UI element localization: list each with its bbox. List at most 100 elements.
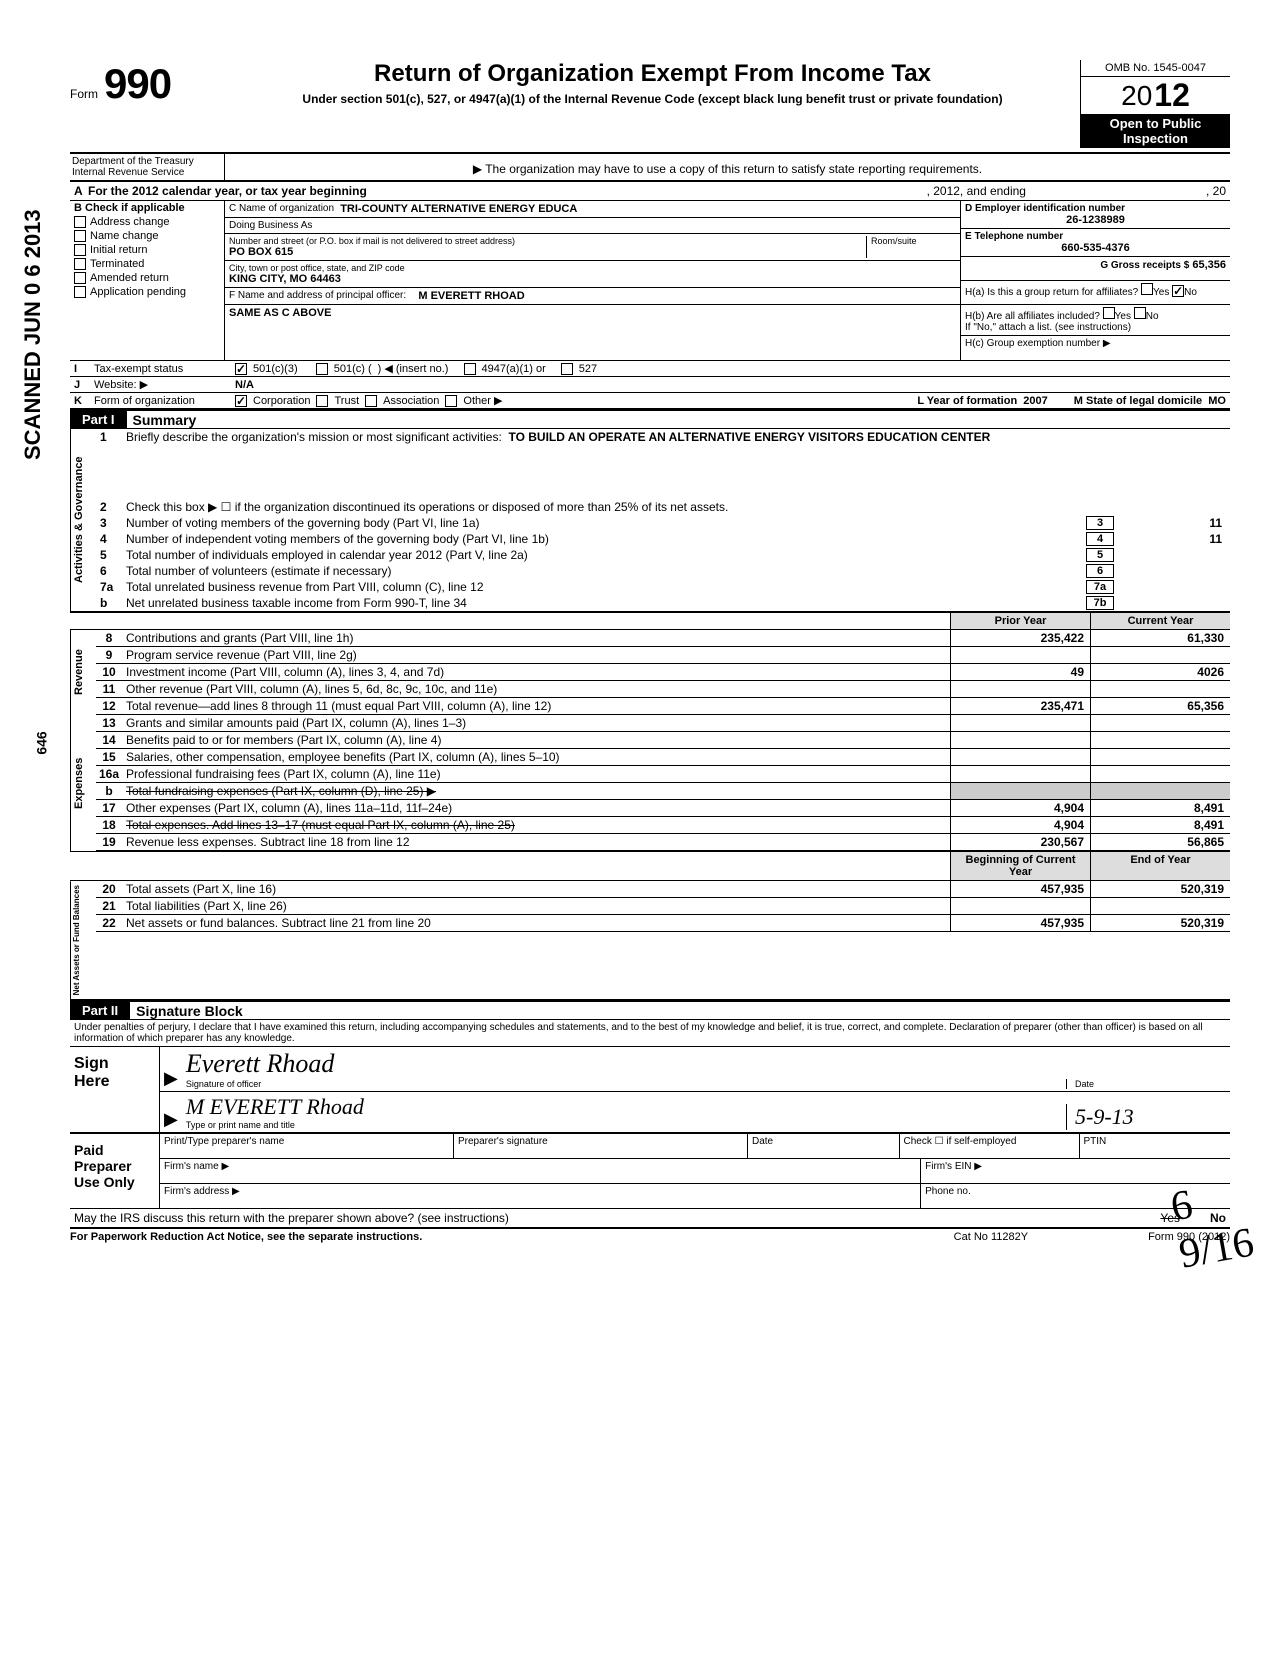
line-a-text: For the 2012 calendar year, or tax year … <box>88 184 367 198</box>
dba-label: Doing Business As <box>225 218 960 234</box>
prior-year-val: 457,935 <box>950 881 1090 897</box>
prior-year-header: Prior Year <box>950 613 1090 629</box>
checkbox-initial-return[interactable] <box>74 244 86 256</box>
opt-app-pending: Application pending <box>90 286 186 298</box>
current-year-val: 4026 <box>1090 664 1230 680</box>
ha-no: No <box>1184 287 1197 298</box>
reporting-notice: ▶ The organization may have to use a cop… <box>225 154 1230 180</box>
ha-label: H(a) Is this a group return for affiliat… <box>965 287 1138 298</box>
line-1-num: 1 <box>100 430 126 444</box>
527-checkbox[interactable] <box>561 363 573 375</box>
row-text: Revenue less expenses. Subtract line 18 … <box>122 834 950 850</box>
open-public-1: Open to Public <box>1085 116 1226 131</box>
row-num: 11 <box>96 681 122 697</box>
prior-year-val: 235,422 <box>950 630 1090 646</box>
other-checkbox[interactable] <box>445 395 457 407</box>
form-number: Form 990 <box>70 60 225 108</box>
line-a: A For the 2012 calendar year, or tax yea… <box>70 182 1230 201</box>
boy-header: Beginning of Current Year <box>950 852 1090 880</box>
open-public: Open to Public Inspection <box>1081 114 1230 148</box>
row-text: Total liabilities (Part X, line 26) <box>122 898 950 914</box>
row-num: 21 <box>96 898 122 914</box>
prep-name-header: Print/Type preparer's name <box>160 1134 454 1158</box>
row-text: Net assets or fund balances. Subtract li… <box>122 915 950 931</box>
line-a-end: , 20 <box>1206 184 1226 198</box>
prior-year-val: 457,935 <box>950 915 1090 931</box>
l4-val: 11 <box>1116 532 1226 546</box>
trust-checkbox[interactable] <box>316 395 328 407</box>
ha-yes: Yes <box>1153 287 1169 298</box>
line-1-text: Briefly describe the organization's miss… <box>126 430 502 444</box>
l7b-box: 7b <box>1086 596 1114 610</box>
l3-val: 11 <box>1116 516 1226 530</box>
ha-yes-checkbox[interactable] <box>1141 283 1153 295</box>
gross-label: G Gross receipts $ <box>1100 260 1189 271</box>
opt-address-change: Address change <box>90 216 170 228</box>
open-public-2: Inspection <box>1085 131 1226 146</box>
line-a-label: A <box>74 184 88 198</box>
eoy-header: End of Year <box>1090 852 1230 880</box>
current-year-val <box>1090 732 1230 748</box>
form-number-value: 990 <box>104 60 171 108</box>
checkbox-address-change[interactable] <box>74 216 86 228</box>
hb-yes-checkbox[interactable] <box>1103 307 1115 319</box>
checkbox-name-change[interactable] <box>74 230 86 242</box>
row-num: 20 <box>96 881 122 897</box>
checkbox-amended[interactable] <box>74 272 86 284</box>
opt-527: 527 <box>579 363 597 375</box>
corp-checkbox[interactable] <box>235 395 247 407</box>
current-year-val: 520,319 <box>1090 915 1230 931</box>
year-prefix: 20 <box>1121 80 1152 112</box>
current-year-val: 56,865 <box>1090 834 1230 850</box>
sig-officer-label: Signature of officer <box>186 1079 1066 1089</box>
prior-year-val: 235,471 <box>950 698 1090 714</box>
omb-box: OMB No. 1545-0047 2012 Open to Public In… <box>1080 60 1230 148</box>
current-year-val: 65,356 <box>1090 698 1230 714</box>
firm-name-label: Firm's name ▶ <box>160 1159 921 1183</box>
financial-row: 16aProfessional fundraising fees (Part I… <box>96 766 1230 783</box>
scanned-stamp: SCANNED JUN 0 6 2013 <box>20 209 46 460</box>
checkbox-terminated[interactable] <box>74 258 86 270</box>
addr-label: Number and street (or P.O. box if mail i… <box>229 236 862 246</box>
row-num: 9 <box>96 647 122 663</box>
netassets-side-label: Net Assets or Fund Balances <box>70 881 96 999</box>
tax-year: 2012 <box>1081 77 1230 114</box>
assoc-checkbox[interactable] <box>365 395 377 407</box>
hb-no-checkbox[interactable] <box>1134 307 1146 319</box>
501c3-checkbox[interactable] <box>235 363 247 375</box>
sig-arrow-icon-2: ▶ <box>164 1109 178 1130</box>
row-text: Total fundraising expenses (Part IX, col… <box>122 783 950 799</box>
prep-ptin-header: PTIN <box>1080 1134 1231 1158</box>
paid-preparer-label: Paid Preparer Use Only <box>70 1134 160 1208</box>
row-text: Benefits paid to or for members (Part IX… <box>122 732 950 748</box>
current-year-header: Current Year <box>1090 613 1230 629</box>
4947-checkbox[interactable] <box>464 363 476 375</box>
row-text: Salaries, other compensation, employee b… <box>122 749 950 765</box>
net-headers: Beginning of Current Year End of Year <box>70 851 1230 881</box>
prior-year-val: 4,904 <box>950 800 1090 816</box>
domicile-label: M State of legal domicile <box>1074 395 1202 407</box>
ha-no-checkbox[interactable] <box>1172 285 1184 297</box>
column-c: C Name of organization TRI-COUNTY ALTERN… <box>225 201 960 360</box>
revenue-side-label: Revenue <box>70 630 96 715</box>
prior-year-val <box>950 715 1090 731</box>
sign-here-block: Sign Here ▶ Everett RhoadSignature of of… <box>70 1046 1230 1133</box>
row-j-label: J <box>74 379 88 391</box>
501c-checkbox[interactable] <box>316 363 328 375</box>
column-b: B Check if applicable Address change Nam… <box>70 201 225 360</box>
checkbox-app-pending[interactable] <box>74 286 86 298</box>
perjury-text: Under penalties of perjury, I declare th… <box>70 1020 1230 1046</box>
form-header: Form 990 Return of Organization Exempt F… <box>70 60 1230 154</box>
footer-left: For Paperwork Reduction Act Notice, see … <box>70 1231 954 1243</box>
tel-label: E Telephone number <box>965 231 1226 242</box>
signature-handwritten: Everett Rhoad <box>186 1049 334 1078</box>
l7b-text: Net unrelated business taxable income fr… <box>126 596 1084 610</box>
current-year-val: 61,330 <box>1090 630 1230 646</box>
row-i-caption: Tax-exempt status <box>94 363 229 375</box>
form-subtitle: Under section 501(c), 527, or 4947(a)(1)… <box>233 92 1072 106</box>
row-text: Total assets (Part X, line 16) <box>122 881 950 897</box>
page-footer: For Paperwork Reduction Act Notice, see … <box>70 1229 1230 1243</box>
part-i-tag: Part I <box>70 411 127 428</box>
row-k-caption: Form of organization <box>94 395 229 407</box>
l7a-box: 7a <box>1086 580 1114 594</box>
